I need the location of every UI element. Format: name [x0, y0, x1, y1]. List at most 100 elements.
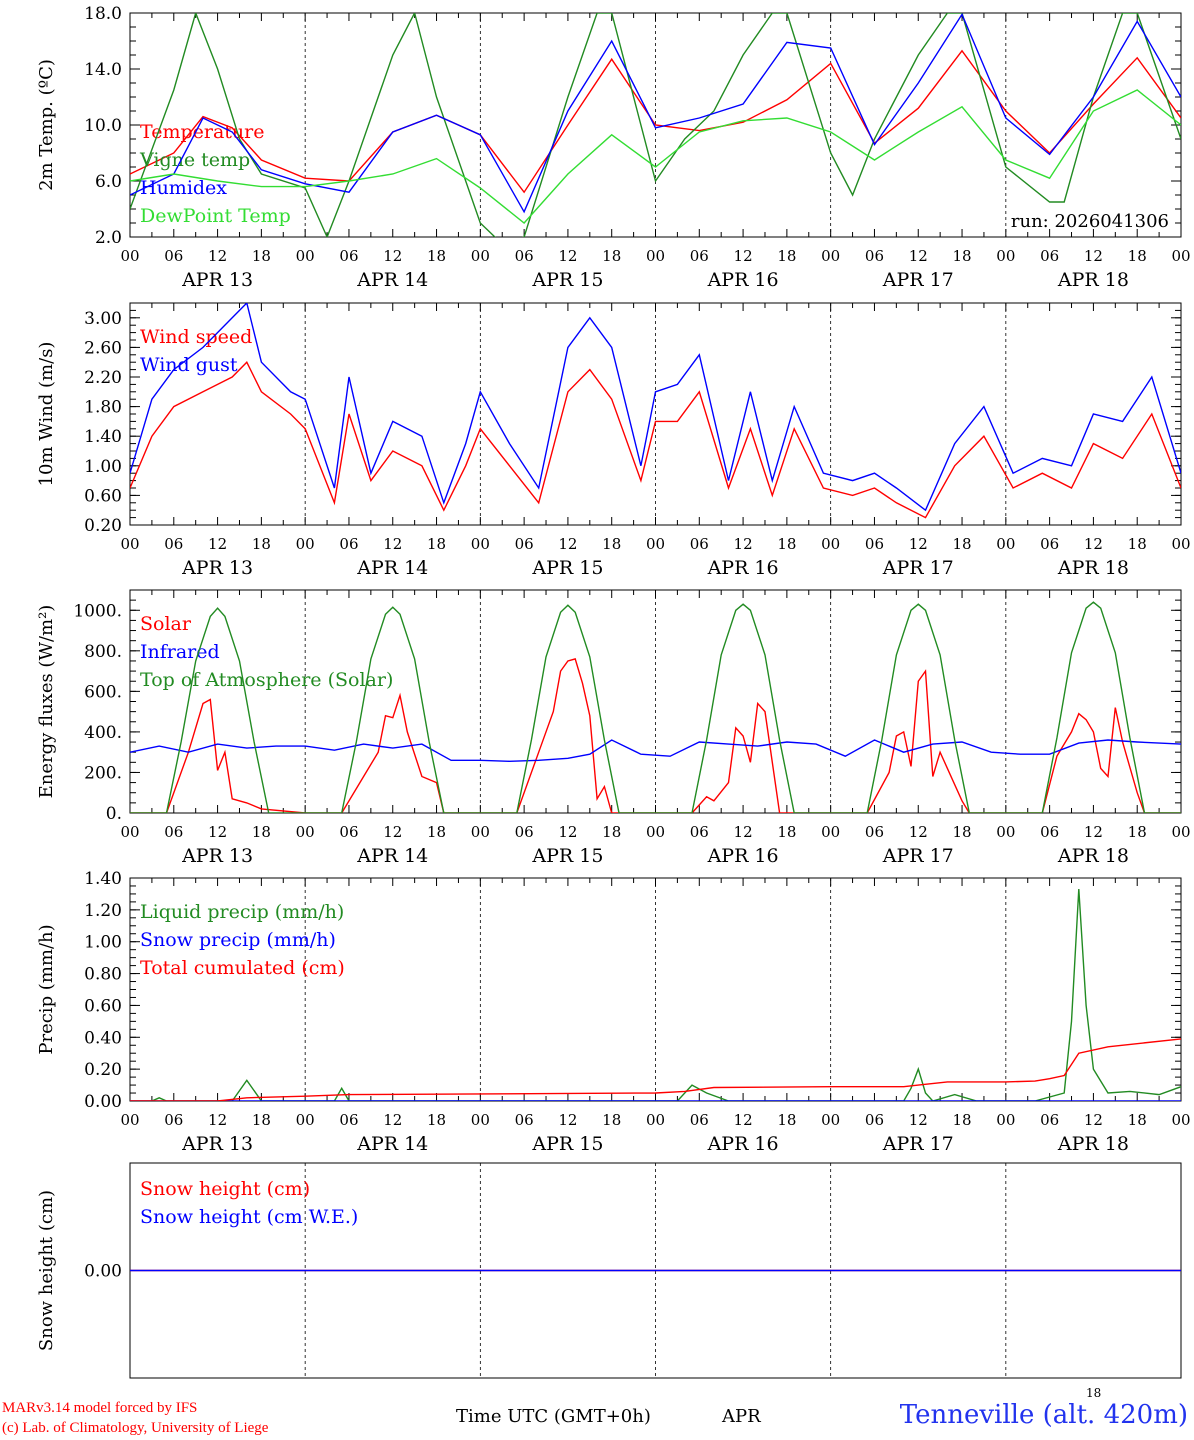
x-hour-label: 00 [296, 823, 315, 841]
model-credit: MARv3.14 model forced by IFS (c) Lab. of… [2, 1398, 268, 1438]
x-hour-label: 18 [602, 823, 621, 841]
legend-entry: Snow height (cm) [140, 1178, 310, 1200]
time-axis-label: Time UTC (GMT+0h) [456, 1406, 651, 1427]
x-hour-label: 06 [164, 1111, 183, 1129]
x-hour-label: 18 [1128, 535, 1147, 553]
x-hour-label: 06 [515, 823, 534, 841]
y-tick-label: 0.60 [84, 996, 122, 1016]
x-hour-label: 06 [515, 247, 534, 265]
x-hour-label: 12 [909, 247, 928, 265]
x-day-label: APR 18 [1057, 557, 1129, 579]
x-hour-label: 12 [558, 823, 577, 841]
y-tick-label: 800. [84, 642, 122, 662]
x-day-label: APR 14 [356, 557, 428, 579]
x-hour-label: 06 [1040, 535, 1059, 553]
x-hour-label: 00 [471, 1111, 490, 1129]
x-hour-label: 12 [734, 535, 753, 553]
x-hour-label: 06 [690, 535, 709, 553]
x-day-label: APR 18 [1057, 1133, 1129, 1155]
x-day-label: APR 16 [707, 845, 779, 867]
x-hour-label: 06 [339, 247, 358, 265]
x-day-label: APR 13 [181, 269, 253, 291]
run-annotation: run: 2026041306 [1011, 211, 1169, 232]
x-hour-label: 18 [427, 535, 446, 553]
x-hour-label: 00 [996, 1111, 1015, 1129]
x-day-label: APR 17 [882, 269, 954, 291]
y-tick-label: 6.0 [95, 172, 122, 192]
y-tick-label: 1.80 [84, 398, 122, 418]
x-hour-label: 06 [690, 823, 709, 841]
x-hour-label: 00 [646, 535, 665, 553]
series-line-wind-gust [130, 303, 1181, 512]
station-name: Tenneville (alt. 420m) [899, 1400, 1188, 1430]
x-hour-label: 18 [1128, 247, 1147, 265]
x-hour-label: 00 [1171, 535, 1190, 553]
x-hour-label: 18 [777, 247, 796, 265]
x-hour-label: 06 [1040, 823, 1059, 841]
x-day-label: APR 13 [181, 845, 253, 867]
y-tick-label: 0.60 [84, 486, 122, 506]
x-hour-label: 18 [602, 247, 621, 265]
x-hour-label: 00 [821, 823, 840, 841]
y-tick-label: 0.00 [84, 1262, 122, 1282]
x-hour-label: 00 [296, 535, 315, 553]
y-axis-label: 2m Temp. (ºC) [36, 59, 57, 191]
y-tick-label: 1000. [73, 601, 122, 621]
x-hour-label: 00 [1171, 247, 1190, 265]
x-hour-label: 18 [952, 535, 971, 553]
x-hour-label: 06 [515, 1111, 534, 1129]
x-hour-label: 00 [646, 823, 665, 841]
x-hour-label: 18 [427, 823, 446, 841]
y-tick-label: 1.20 [84, 901, 122, 921]
x-hour-label: 06 [164, 247, 183, 265]
legend-entry: Snow precip (mm/h) [140, 929, 336, 951]
x-hour-label: 18 [252, 1111, 271, 1129]
x-hour-label: 12 [383, 247, 402, 265]
y-tick-label: 14.0 [84, 60, 122, 80]
y-tick-label: 1.00 [84, 933, 122, 953]
x-hour-label: 12 [909, 823, 928, 841]
x-hour-label: 12 [734, 247, 753, 265]
x-hour-label: 00 [821, 1111, 840, 1129]
y-tick-label: 0.40 [84, 1028, 122, 1048]
x-day-label: APR 13 [181, 557, 253, 579]
x-hour-label: 06 [339, 823, 358, 841]
x-day-label: APR 15 [531, 557, 603, 579]
x-day-label: APR 17 [882, 1133, 954, 1155]
x-hour-label: 18 [1128, 1111, 1147, 1129]
x-hour-label: 00 [120, 823, 139, 841]
x-hour-label: 00 [120, 1111, 139, 1129]
x-hour-label: 00 [646, 247, 665, 265]
series-line-liquid-precip-mm-h- [130, 889, 1181, 1101]
x-hour-label: 12 [208, 535, 227, 553]
x-hour-label: 00 [1171, 823, 1190, 841]
footer-day: 18 [1086, 1386, 1102, 1400]
x-hour-label: 00 [120, 247, 139, 265]
legend-entry: Solar [140, 613, 192, 635]
series-line-vigne-temp [130, 13, 1181, 237]
x-hour-label: 12 [1084, 1111, 1103, 1129]
x-hour-label: 06 [339, 535, 358, 553]
x-day-label: APR 14 [356, 845, 428, 867]
x-day-label: APR 17 [882, 845, 954, 867]
x-hour-label: 06 [339, 1111, 358, 1129]
x-hour-label: 18 [602, 1111, 621, 1129]
x-day-label: APR 14 [356, 1133, 428, 1155]
series-line-infrared [130, 739, 1181, 763]
y-tick-label: 2.0 [95, 228, 122, 248]
x-hour-label: 18 [777, 823, 796, 841]
x-hour-label: 12 [909, 535, 928, 553]
legend-entry: Infrared [140, 641, 220, 663]
panel-frame-3 [129, 589, 1182, 814]
x-hour-label: 12 [208, 1111, 227, 1129]
y-tick-label: 0.80 [84, 965, 122, 985]
x-hour-label: 18 [952, 1111, 971, 1129]
x-hour-label: 06 [865, 1111, 884, 1129]
y-tick-label: 400. [84, 723, 122, 743]
x-hour-label: 06 [1040, 1111, 1059, 1129]
x-hour-label: 00 [296, 1111, 315, 1129]
y-tick-label: 1.40 [84, 427, 122, 447]
x-hour-label: 06 [865, 535, 884, 553]
x-day-label: APR 18 [1057, 269, 1129, 291]
